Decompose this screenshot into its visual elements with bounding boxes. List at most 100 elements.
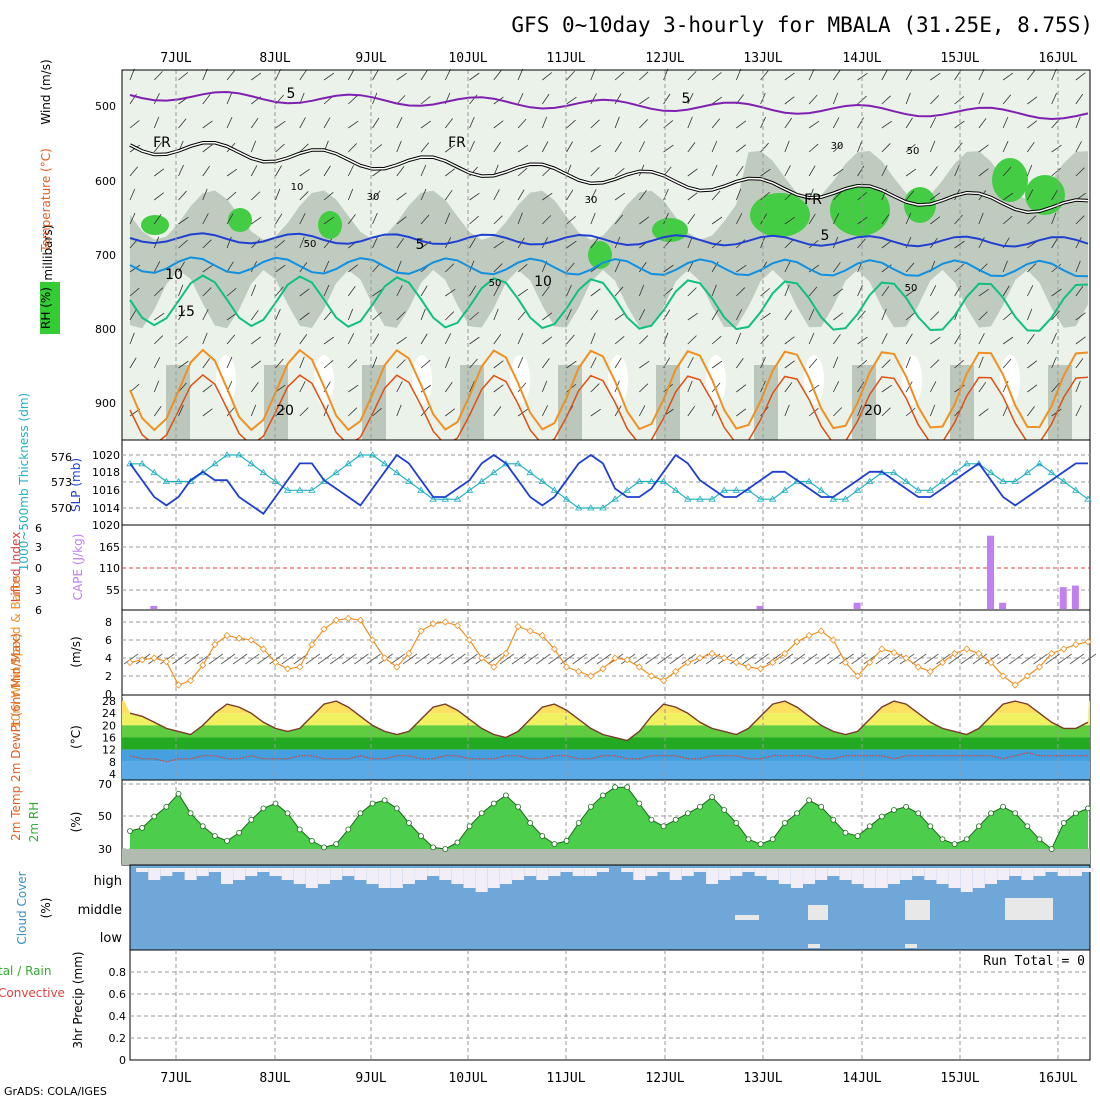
- wind10-barb: [827, 653, 842, 665]
- wind-barb: [493, 263, 503, 273]
- wind10-marker: [271, 658, 280, 667]
- wind-barb: [517, 118, 527, 129]
- wind-barb: [347, 359, 358, 369]
- wind-barb: [493, 406, 502, 417]
- wind10-marker: [793, 638, 801, 646]
- wind-barb: [420, 333, 428, 345]
- rh2m-marker: [454, 839, 461, 846]
- wind-barb: [905, 168, 917, 177]
- wind-barb: [1027, 215, 1037, 225]
- contour-label: 50: [905, 283, 918, 294]
- contour-label: 20: [276, 403, 294, 419]
- wind-barb: [129, 166, 138, 177]
- thickness-marker: [599, 504, 607, 511]
- rh2m-base-band: [122, 849, 1090, 865]
- wind-barb: [1027, 285, 1034, 297]
- wind-barb: [396, 140, 402, 153]
- wind-barb: [372, 236, 378, 249]
- wind10-marker: [878, 645, 886, 653]
- wind-barb: [153, 335, 164, 345]
- wind-barb: [566, 189, 574, 201]
- wind-barb: [542, 312, 553, 321]
- rh2m-marker: [139, 824, 146, 831]
- rh2m-marker: [745, 836, 752, 843]
- wind-barb: [930, 311, 940, 321]
- wind10-marker: [550, 645, 558, 653]
- cloud-gap-middle: [808, 905, 828, 920]
- thickness-marker: [623, 486, 631, 493]
- rh2m-marker: [478, 810, 485, 817]
- wind-barb: [954, 333, 962, 345]
- wind10-barb: [269, 653, 284, 665]
- wind-barb: [469, 260, 475, 273]
- y-tick-label: 16: [102, 732, 116, 745]
- wind-barb: [784, 117, 793, 129]
- wind-barb: [929, 285, 937, 297]
- wind-barb: [784, 336, 795, 345]
- thickness-marker: [138, 460, 146, 467]
- thickness-marker: [635, 477, 644, 484]
- precip-run-total: Run Total = 0: [983, 954, 1085, 969]
- wind-barb: [493, 334, 502, 345]
- wind10-marker: [829, 636, 837, 644]
- rh2m-marker: [612, 784, 618, 791]
- thickness-marker: [490, 468, 498, 476]
- wind-barb: [178, 190, 187, 201]
- wind-barb: [1075, 215, 1085, 225]
- rh2m-marker: [345, 826, 352, 833]
- wind10-marker: [805, 631, 813, 640]
- cloud-gap-high: [269, 868, 282, 876]
- y-tick-label: 576: [51, 451, 72, 464]
- cloud-gap-high: [621, 868, 634, 872]
- wind-barb: [590, 68, 596, 81]
- thickness-marker: [866, 477, 874, 484]
- cloud-panel: high middle low Cloud Cover (%): [15, 864, 1094, 951]
- wind-barb: [736, 264, 747, 273]
- wind-barb: [517, 408, 529, 417]
- wind-barb: [178, 118, 187, 129]
- wind-barb: [420, 214, 430, 225]
- wind-barb: [784, 140, 790, 153]
- thickness-marker: [150, 468, 158, 476]
- date-label-bottom: 14JUL: [842, 1071, 881, 1086]
- wind-barb: [396, 72, 407, 81]
- y-tick-label: 6: [105, 634, 112, 647]
- wind-barb: [930, 216, 941, 225]
- wind-barb: [760, 287, 770, 297]
- cloud-gap-high: [972, 868, 985, 888]
- y-tick-label: 1020: [92, 519, 120, 532]
- wind-barb: [444, 118, 453, 129]
- wind10-marker: [211, 640, 219, 649]
- wind-barb: [929, 404, 936, 417]
- wind10-barb: [1009, 653, 1024, 665]
- cloud-gap-high: [318, 868, 331, 884]
- wind-barb: [1051, 189, 1059, 201]
- rh2m-marker: [842, 829, 849, 836]
- thickness-marker: [562, 495, 571, 502]
- wind-barb: [735, 332, 742, 345]
- wind10-barb: [305, 653, 321, 665]
- wind-barb: [347, 308, 354, 321]
- cloud-gap-high: [1045, 868, 1058, 872]
- rh-low-column: [460, 365, 484, 440]
- wind10-barb: [802, 653, 818, 665]
- wind10-marker: [441, 618, 449, 626]
- rh2m-marker: [211, 833, 218, 839]
- contour-label: FR: [804, 192, 822, 208]
- wind-barb: [833, 288, 844, 297]
- thickness-marker: [1084, 495, 1092, 502]
- wind-barb: [930, 336, 941, 345]
- thickness-label: 1000~500mb Thickness (dm): [17, 393, 31, 571]
- date-label-bottom: 10JUL: [448, 1071, 487, 1086]
- wind-barb: [517, 332, 524, 345]
- rh2m-marker: [357, 810, 364, 817]
- wind-barb: [808, 332, 815, 345]
- wind-barb: [178, 284, 184, 297]
- rh2m-marker: [272, 800, 279, 807]
- wind-barb: [905, 69, 913, 81]
- wind-barb: [299, 191, 309, 201]
- wind10-barb: [342, 653, 357, 665]
- wind10-marker: [138, 656, 146, 664]
- wind-barb: [299, 334, 308, 345]
- thickness-marker: [526, 468, 534, 476]
